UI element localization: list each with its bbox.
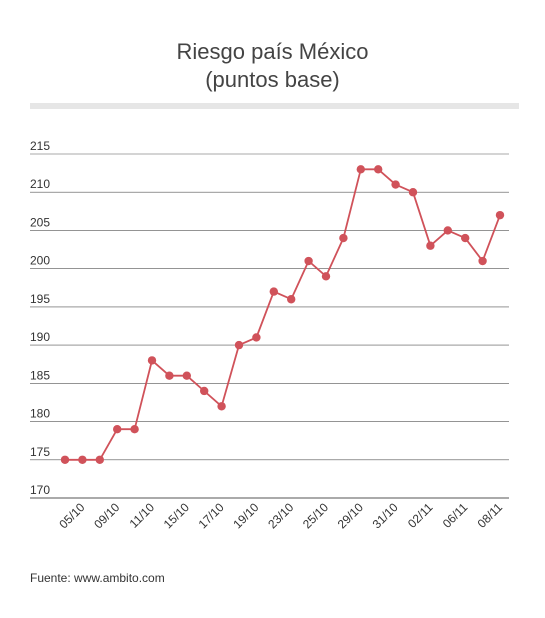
y-tick-label: 180 — [30, 407, 50, 421]
x-tick-label: 17/10 — [196, 500, 227, 531]
y-tick-label: 215 — [30, 139, 50, 153]
data-point — [304, 256, 313, 266]
data-point — [252, 333, 261, 342]
grid-lines — [30, 153, 509, 499]
data-point — [113, 425, 122, 434]
x-tick-label: 06/11 — [440, 500, 471, 531]
data-point — [426, 241, 435, 250]
data-point — [95, 455, 105, 464]
data-point — [461, 233, 470, 243]
x-tick-label: 31/10 — [370, 500, 401, 531]
y-tick-label: 195 — [30, 292, 50, 306]
data-point — [217, 402, 226, 411]
data-point — [339, 233, 348, 243]
title-divider — [30, 103, 519, 109]
y-tick-label: 200 — [30, 254, 50, 268]
x-tick-label: 05/10 — [56, 500, 87, 531]
x-tick-label: 19/10 — [230, 500, 261, 531]
x-tick-label: 11/10 — [127, 500, 158, 531]
data-point — [60, 455, 70, 464]
x-tick-label: 25/10 — [300, 500, 331, 531]
y-tick-label: 210 — [30, 177, 50, 191]
data-point — [287, 295, 296, 304]
x-tick-label: 02/11 — [405, 500, 436, 531]
data-point — [391, 180, 400, 189]
y-tick-label: 190 — [30, 330, 50, 344]
x-tick-label: 08/11 — [475, 500, 506, 531]
y-tick-label: 205 — [30, 215, 50, 229]
y-tick-label: 170 — [30, 483, 50, 497]
data-point — [356, 165, 365, 174]
chart-title-line2: (puntos base) — [205, 67, 340, 92]
data-point — [147, 356, 157, 365]
data-point — [374, 165, 383, 174]
data-point — [495, 210, 505, 220]
source-note: Fuente: www.ambito.com — [30, 571, 165, 585]
series-line — [65, 168, 501, 461]
x-tick-label: 09/10 — [91, 500, 122, 531]
data-point — [130, 425, 139, 434]
data-point — [443, 226, 452, 235]
data-point — [234, 340, 244, 350]
data-point — [408, 188, 418, 197]
x-tick-label: 23/10 — [265, 500, 296, 531]
x-tick-label: 15/10 — [161, 500, 192, 531]
data-point — [321, 272, 331, 281]
data-point — [200, 386, 209, 396]
data-point — [78, 455, 87, 464]
data-point — [182, 371, 191, 380]
data-point — [165, 371, 174, 380]
chart-title-line1: Riesgo país México — [176, 39, 369, 64]
y-tick-label: 175 — [30, 445, 50, 459]
chart-title: Riesgo país México (puntos base) — [0, 38, 545, 94]
y-tick-label: 185 — [30, 368, 50, 382]
series-riesgo-pais — [60, 165, 505, 464]
x-axis-tick-labels: 05/10 09/10 11/10 15/10 17/10 19/10 23/10 25/10… — [56, 500, 505, 531]
y-axis-tick-labels: 170 175 180 185 190 195 200 205 210 215 — [30, 139, 50, 497]
data-point — [269, 287, 278, 296]
x-tick-label: 29/10 — [335, 500, 366, 531]
data-point — [478, 256, 487, 266]
